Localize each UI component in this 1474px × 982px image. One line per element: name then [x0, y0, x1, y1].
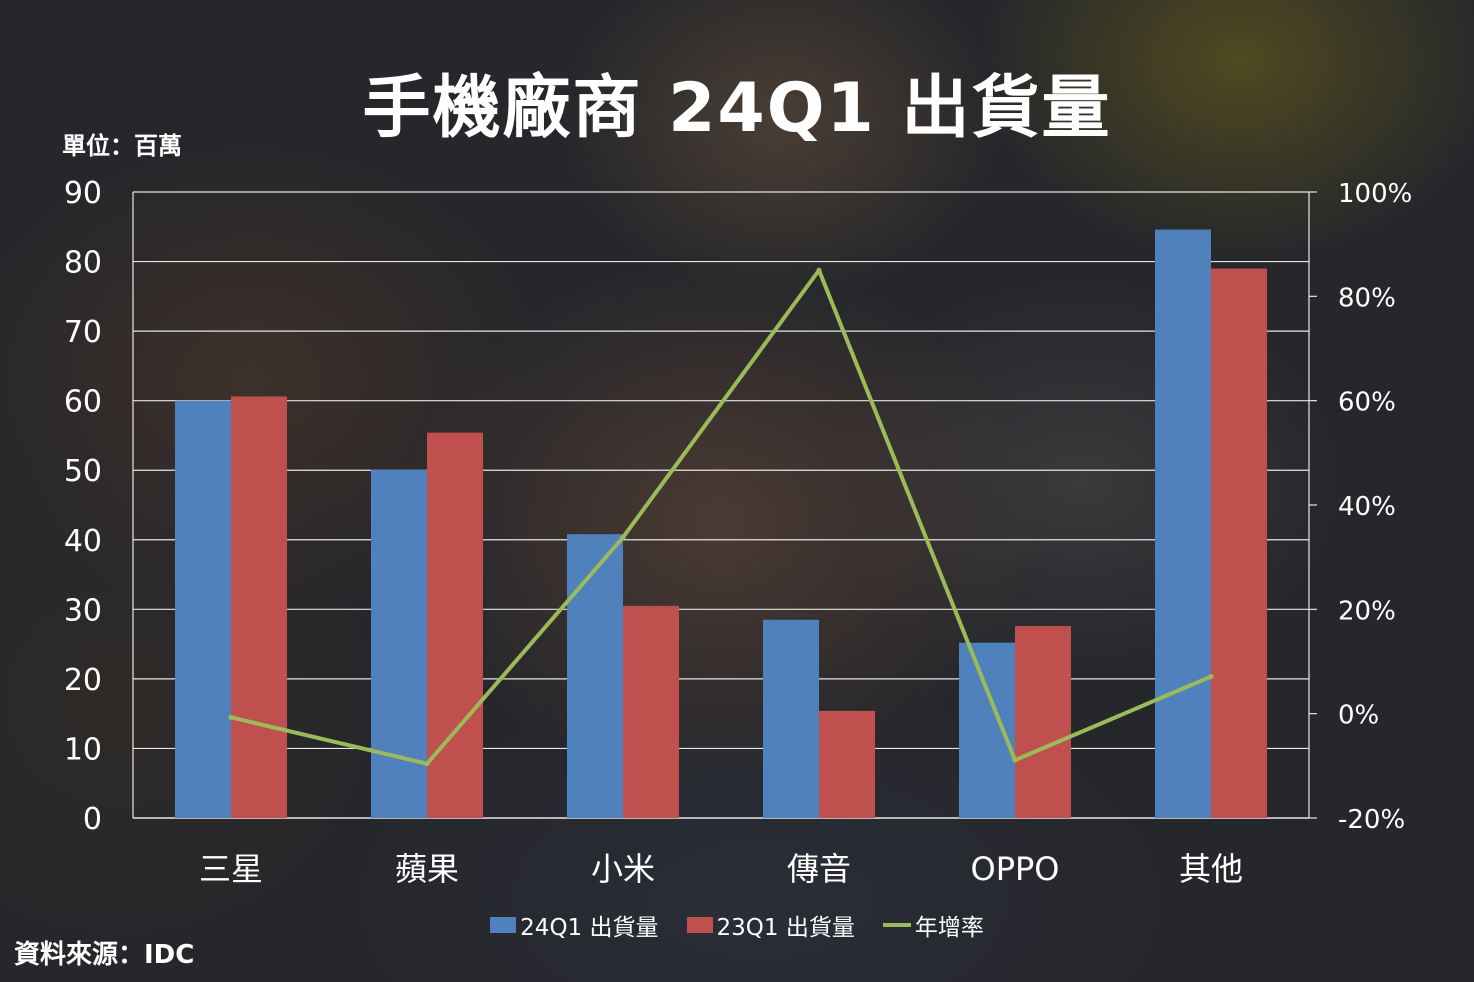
legend-item-24q1: 24Q1 出貨量: [490, 908, 659, 942]
x-tick-label: 三星: [199, 850, 263, 888]
legend-label-24q1: 24Q1 出貨量: [520, 915, 659, 941]
y2-tick-label: 0%: [1338, 701, 1379, 731]
x-tick-label: 傳音: [787, 850, 851, 888]
legend-swatch-growth: [882, 923, 911, 927]
y2-tick-label: 100%: [1338, 179, 1412, 209]
bar-23q1: [1015, 626, 1071, 818]
legend-label-23q1: 23Q1 出貨量: [716, 915, 855, 941]
y-tick-label: 70: [64, 315, 102, 350]
bar-24q1: [175, 400, 231, 818]
y-tick-label: 10: [64, 732, 102, 767]
chart-title: 手機廠商 24Q1 出貨量: [362, 69, 1112, 148]
growth-line: [230, 268, 1212, 766]
y-tick-label: 20: [64, 663, 102, 698]
growth-point: [228, 714, 234, 720]
growth-point: [620, 534, 626, 540]
bar-23q1: [623, 605, 679, 818]
legend-label-growth: 年增率: [914, 915, 984, 941]
x-tick-label: OPPO: [971, 850, 1060, 888]
y2-tick-label: -20%: [1338, 805, 1405, 835]
bar-23q1: [1211, 268, 1267, 818]
y2-tick-label: 40%: [1338, 492, 1396, 522]
y2-tick-label: 60%: [1338, 388, 1396, 418]
bar-23q1: [231, 396, 287, 818]
y-tick-label: 0: [83, 802, 102, 837]
legend: 24Q1 出貨量 23Q1 出貨量 年增率: [0, 908, 1474, 942]
legend-swatch-24q1: [490, 917, 517, 933]
source-label: 資料來源：IDC: [14, 940, 195, 970]
growth-point: [1012, 757, 1018, 763]
bar-24q1: [959, 642, 1015, 818]
bar-23q1: [819, 710, 875, 818]
y2-tick-label: 80%: [1338, 283, 1396, 313]
growth-point: [424, 761, 430, 767]
x-tick-label: 蘋果: [395, 850, 459, 888]
y-tick-label: 30: [64, 593, 102, 628]
y-tick-label: 60: [64, 385, 102, 420]
y-tick-label: 80: [64, 246, 102, 281]
bar-24q1: [371, 469, 427, 818]
bar-24q1: [763, 619, 819, 818]
y-tick-label: 50: [64, 454, 102, 489]
growth-point: [816, 267, 822, 273]
legend-item-growth: 年增率: [882, 908, 984, 942]
y2-tick-label: 20%: [1338, 596, 1396, 626]
legend-swatch-23q1: [686, 917, 713, 933]
legend-item-23q1: 23Q1 出貨量: [686, 908, 855, 942]
x-tick-label: 小米: [591, 850, 655, 888]
bar-24q1: [567, 534, 623, 818]
y-tick-label: 90: [64, 176, 102, 211]
bar-24q1: [1155, 229, 1211, 818]
x-tick-label: 其他: [1179, 850, 1243, 888]
bar-23q1: [427, 432, 483, 818]
growth-point: [1208, 674, 1214, 680]
y-tick-label: 40: [64, 524, 102, 559]
unit-label: 單位：百萬: [62, 132, 182, 160]
